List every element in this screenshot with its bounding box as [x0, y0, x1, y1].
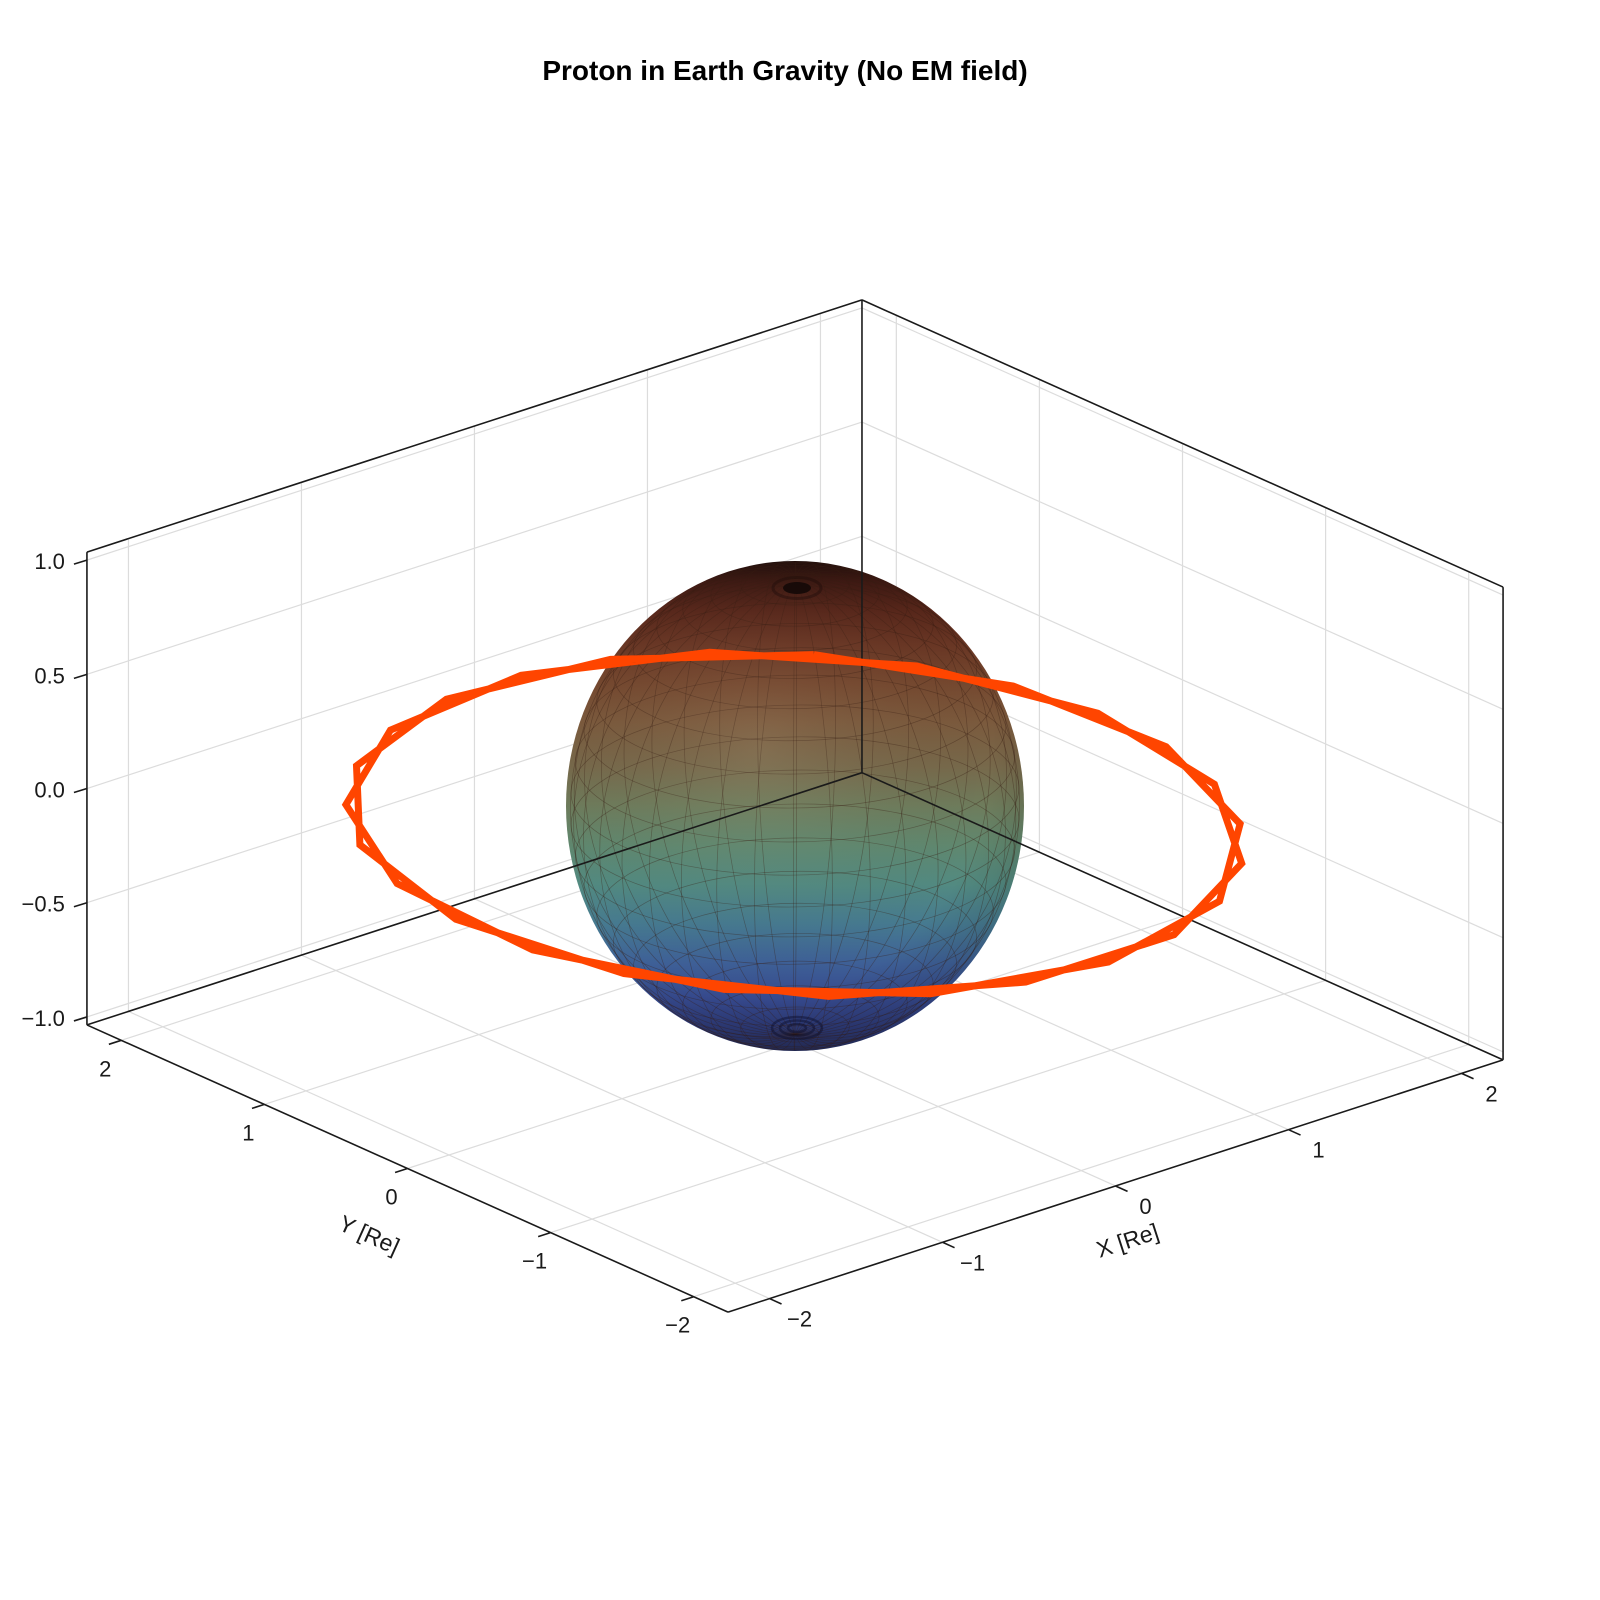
axis-ticks-and-labels: −2 −1 0 1 2 −2 −1 0 1 2 −1.0 −0.5 0.0 0.5 1.0	[21, 549, 1497, 1338]
gridline-floor-y	[693, 1043, 1469, 1298]
proton-trajectory-line	[341, 648, 1246, 1000]
x-tick-label: 1	[1312, 1138, 1324, 1163]
z-tick-mark	[73, 673, 88, 680]
y-tick-label: −1	[522, 1249, 547, 1274]
earth-sphere	[566, 561, 1024, 1051]
y-tick-mark	[537, 1231, 551, 1238]
z-tick-mark	[73, 901, 88, 908]
x-tick-mark	[1115, 1185, 1128, 1193]
plot-title: Proton in Earth Gravity (No EM field)	[542, 55, 1027, 86]
x-tick-label: −2	[787, 1307, 812, 1332]
proton-orbit-path	[341, 648, 1246, 1000]
z-tick-label: −1.0	[21, 1006, 64, 1031]
z-tick-mark	[73, 559, 88, 565]
edge-floor-back-left	[86, 771, 863, 1026]
x-axis-label: X [Re]	[1093, 1218, 1162, 1262]
x-tick-label: 2	[1485, 1081, 1497, 1106]
y-tick-label: 2	[99, 1056, 111, 1081]
y-tick-label: 1	[242, 1120, 254, 1145]
z-tick-mark	[73, 787, 88, 794]
gridline-left-wall-z	[86, 421, 863, 675]
gridline-right-wall-z	[861, 535, 1504, 825]
edge-floor-back-right	[861, 771, 1504, 1061]
y-tick-label: 0	[385, 1185, 397, 1210]
x-tick-mark	[1288, 1128, 1301, 1136]
y-axis-label: Y [Re]	[335, 1210, 404, 1260]
z-tick-mark	[73, 1016, 88, 1022]
gridline-left-wall-z	[86, 307, 863, 561]
z-tick-label: 0.0	[34, 778, 65, 803]
z-tick-label: 1.0	[34, 549, 65, 574]
z-tick-label: −0.5	[21, 892, 64, 917]
x-tick-label: 0	[1139, 1194, 1151, 1219]
gridline-floor-y	[550, 979, 1326, 1234]
x-tick-mark	[769, 1297, 782, 1305]
x-tick-mark	[942, 1241, 955, 1249]
edge-top-right	[861, 299, 1504, 588]
x-tick-mark	[1461, 1072, 1474, 1080]
y-tick-mark	[681, 1295, 694, 1302]
y-tick-mark	[251, 1103, 265, 1110]
gridline-right-wall-z	[861, 421, 1504, 710]
y-tick-mark	[108, 1039, 122, 1046]
x-tick-label: −1	[960, 1250, 985, 1275]
edge-top-left	[86, 299, 863, 553]
sphere-shading	[566, 561, 1024, 1051]
y-tick-mark	[394, 1167, 408, 1174]
gridline-right-wall-z	[861, 307, 1504, 596]
y-tick-label: −2	[665, 1313, 690, 1338]
z-tick-label: 0.5	[34, 663, 65, 688]
